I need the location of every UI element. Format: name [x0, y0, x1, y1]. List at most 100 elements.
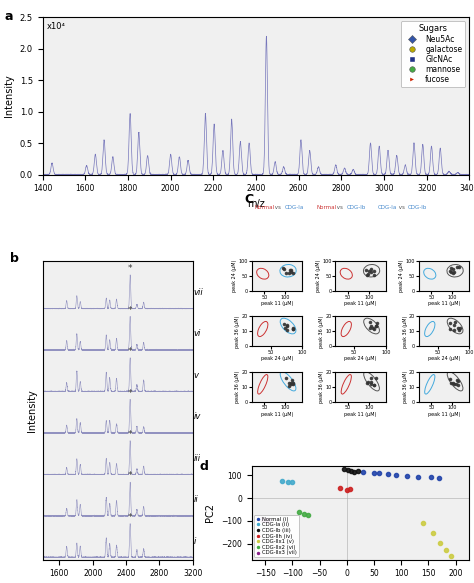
Point: [363, 378, 370, 387]
Point: [392, 470, 400, 480]
Point: [446, 266, 454, 276]
Point: [447, 268, 455, 277]
Text: iv: iv: [193, 412, 201, 421]
Point: [284, 477, 292, 486]
Point: [384, 469, 392, 479]
Text: vii: vii: [193, 288, 203, 297]
Text: vi: vi: [193, 329, 201, 338]
Point: [372, 373, 380, 382]
Legend: Neu5Ac, galactose, GlcNAc, mannose, fucose: Neu5Ac, galactose, GlcNAc, mannose, fuco…: [401, 22, 465, 87]
Point: [450, 321, 458, 330]
Point: [289, 323, 297, 332]
X-axis label: peak 11 (μM): peak 11 (μM): [428, 412, 460, 416]
Point: [287, 379, 295, 388]
Point: [455, 325, 463, 334]
Y-axis label: peak 24 (μM): peak 24 (μM): [400, 260, 404, 292]
Point: [366, 318, 374, 327]
Point: [363, 270, 370, 279]
Point: [264, 515, 272, 525]
Text: *: *: [128, 305, 132, 315]
Point: [372, 321, 379, 331]
Text: Normal: Normal: [255, 205, 274, 210]
Point: [283, 325, 291, 335]
Point: [372, 321, 380, 331]
Point: [278, 476, 285, 486]
Point: [447, 378, 455, 388]
Point: [367, 267, 375, 276]
Y-axis label: PC2: PC2: [205, 503, 216, 522]
Point: [429, 529, 437, 538]
Point: [289, 379, 297, 388]
Point: [363, 266, 370, 275]
Y-axis label: peak 36 (μM): peak 36 (μM): [319, 371, 324, 403]
Point: [295, 508, 303, 517]
Point: [283, 268, 290, 277]
Point: [346, 484, 354, 494]
Point: [289, 477, 296, 487]
Point: [367, 379, 375, 388]
Point: [453, 262, 461, 272]
Point: [447, 324, 454, 333]
Point: [365, 266, 373, 276]
Text: vs: vs: [397, 205, 406, 210]
Point: [371, 266, 378, 276]
Point: [337, 484, 344, 493]
Point: [447, 552, 455, 561]
Y-axis label: peak 36 (μM): peak 36 (μM): [236, 315, 240, 347]
Point: [451, 318, 459, 327]
Point: [343, 485, 351, 494]
Y-axis label: peak 36 (μM): peak 36 (μM): [319, 315, 324, 347]
Point: [257, 515, 264, 524]
Point: [455, 381, 462, 390]
Point: [370, 468, 378, 477]
Y-axis label: peak 36 (μM): peak 36 (μM): [236, 371, 240, 403]
Text: C: C: [244, 193, 253, 206]
Point: [403, 472, 410, 481]
X-axis label: peak 11 (μM): peak 11 (μM): [261, 301, 293, 306]
Point: [351, 467, 358, 476]
Point: [288, 265, 295, 275]
Point: [282, 374, 290, 383]
Point: [455, 262, 463, 271]
Point: [455, 324, 462, 333]
Point: [371, 381, 378, 390]
Text: *: *: [128, 389, 132, 398]
Point: [370, 380, 378, 389]
Point: [359, 467, 367, 476]
Point: [450, 268, 457, 278]
Point: [456, 324, 464, 333]
Point: [367, 377, 374, 387]
Y-axis label: peak 24 (μM): peak 24 (μM): [316, 260, 321, 292]
Point: [280, 263, 287, 272]
Point: [262, 516, 269, 525]
Point: [289, 378, 296, 388]
Point: [364, 378, 372, 387]
Y-axis label: peak 36 (μM): peak 36 (μM): [402, 315, 408, 347]
Point: [414, 472, 421, 482]
Text: vs: vs: [335, 205, 345, 210]
Text: a: a: [4, 10, 13, 23]
Point: [280, 319, 288, 329]
Point: [304, 511, 311, 520]
Point: [289, 325, 297, 334]
Point: [289, 375, 296, 385]
Point: [452, 379, 460, 388]
Point: [367, 373, 374, 382]
Point: [419, 518, 427, 528]
Point: [437, 538, 444, 547]
X-axis label: m/z: m/z: [247, 199, 265, 209]
Point: [285, 378, 293, 388]
Text: ii: ii: [193, 495, 198, 504]
Point: [450, 380, 457, 389]
Point: [446, 318, 453, 327]
Point: [370, 270, 378, 279]
X-axis label: peak 11 (μM): peak 11 (μM): [344, 412, 377, 416]
Point: [282, 324, 289, 333]
Point: [366, 324, 374, 333]
Text: v: v: [193, 371, 199, 380]
Point: [449, 264, 456, 273]
Point: [367, 264, 374, 273]
Point: [370, 325, 377, 334]
Y-axis label: peak 24 (μM): peak 24 (μM): [232, 260, 237, 292]
Y-axis label: Intensity: Intensity: [27, 389, 37, 432]
